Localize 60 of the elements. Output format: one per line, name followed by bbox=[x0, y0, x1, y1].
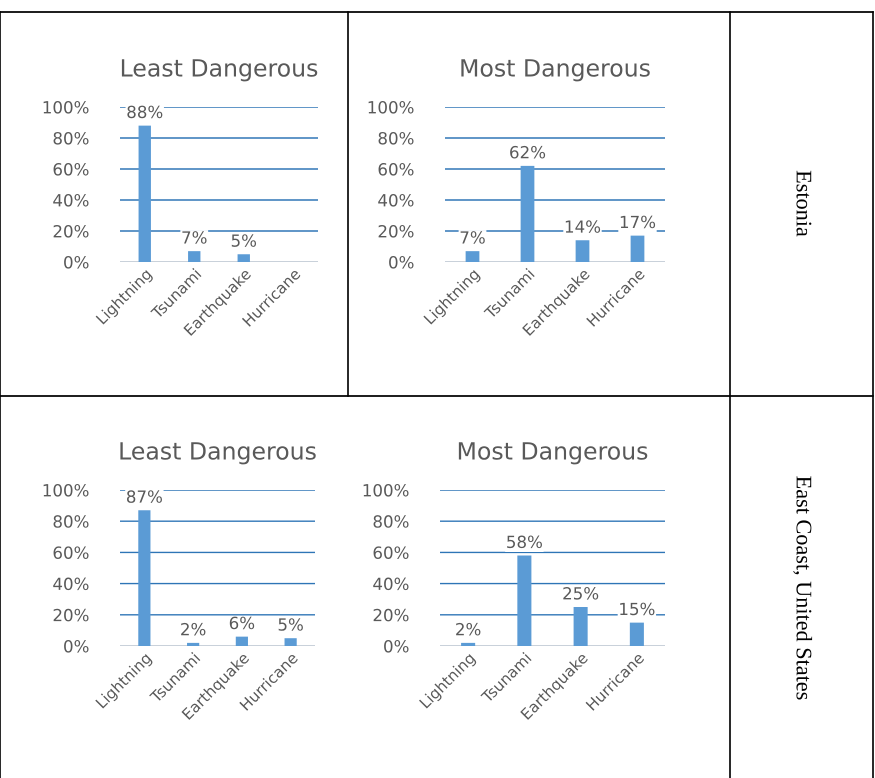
y-tick-label: 20% bbox=[374, 608, 409, 622]
y-tick-label: 0% bbox=[64, 256, 89, 269]
y-tick-label: 60% bbox=[374, 546, 409, 559]
bar bbox=[138, 126, 151, 262]
data-label: 5% bbox=[278, 618, 303, 631]
y-tick-label: 100% bbox=[364, 484, 409, 497]
bar bbox=[466, 251, 480, 262]
y-tick-label: 100% bbox=[44, 484, 89, 497]
bar bbox=[630, 622, 644, 646]
y-tick-label: 20% bbox=[378, 224, 414, 238]
bar bbox=[574, 607, 588, 646]
y-tick-label: 100% bbox=[368, 100, 414, 114]
data-label: 25% bbox=[563, 586, 598, 600]
data-label: 2% bbox=[456, 622, 480, 636]
y-tick-label: 60% bbox=[378, 162, 414, 176]
bar bbox=[284, 638, 297, 646]
y-tick-label: 40% bbox=[373, 578, 409, 590]
data-label: 58% bbox=[507, 536, 542, 548]
y-tick-label: 60% bbox=[54, 546, 89, 559]
y-tick-label: 40% bbox=[53, 578, 89, 590]
bar bbox=[630, 236, 644, 262]
data-label: 88% bbox=[127, 106, 162, 118]
y-tick-label: 60% bbox=[54, 162, 89, 176]
data-label: 6% bbox=[230, 616, 254, 630]
y-tick-label: 20% bbox=[54, 224, 89, 238]
y-tick-label: 40% bbox=[53, 194, 89, 207]
bar bbox=[238, 254, 250, 262]
bar bbox=[187, 642, 200, 646]
chart-title: Most Dangerous bbox=[458, 442, 648, 464]
chart-title: Most Dangerous bbox=[461, 59, 650, 82]
bar bbox=[520, 166, 534, 262]
bar bbox=[236, 636, 248, 646]
y-tick-label: 80% bbox=[378, 132, 414, 145]
data-label: 7% bbox=[460, 231, 485, 244]
chart-title: Least Dangerous bbox=[120, 442, 316, 464]
bar bbox=[188, 251, 200, 262]
y-tick-label: 0% bbox=[64, 640, 89, 653]
data-label: 2% bbox=[181, 622, 206, 636]
bar bbox=[461, 642, 476, 646]
y-tick-label: 40% bbox=[378, 194, 414, 207]
data-label: 87% bbox=[126, 490, 162, 503]
data-label: 14% bbox=[566, 220, 600, 233]
bar bbox=[576, 240, 590, 262]
bar bbox=[517, 556, 532, 646]
y-tick-label: 20% bbox=[54, 608, 89, 622]
data-label: 5% bbox=[232, 234, 256, 247]
data-label: 62% bbox=[510, 146, 546, 159]
text: Estonia bbox=[796, 170, 812, 237]
y-tick-label: 0% bbox=[384, 640, 409, 653]
chart-title: Least Dangerous bbox=[122, 59, 318, 82]
text: East Coast, United States bbox=[793, 476, 812, 700]
data-label: 7% bbox=[182, 231, 207, 244]
y-tick-label: 0% bbox=[389, 256, 414, 269]
data-label: 17% bbox=[620, 216, 656, 228]
bar bbox=[138, 510, 150, 646]
y-tick-label: 80% bbox=[374, 515, 409, 528]
data-label: 15% bbox=[620, 602, 654, 616]
y-tick-label: 100% bbox=[44, 100, 89, 114]
y-tick-label: 80% bbox=[54, 515, 89, 528]
y-tick-label: 80% bbox=[54, 132, 89, 145]
